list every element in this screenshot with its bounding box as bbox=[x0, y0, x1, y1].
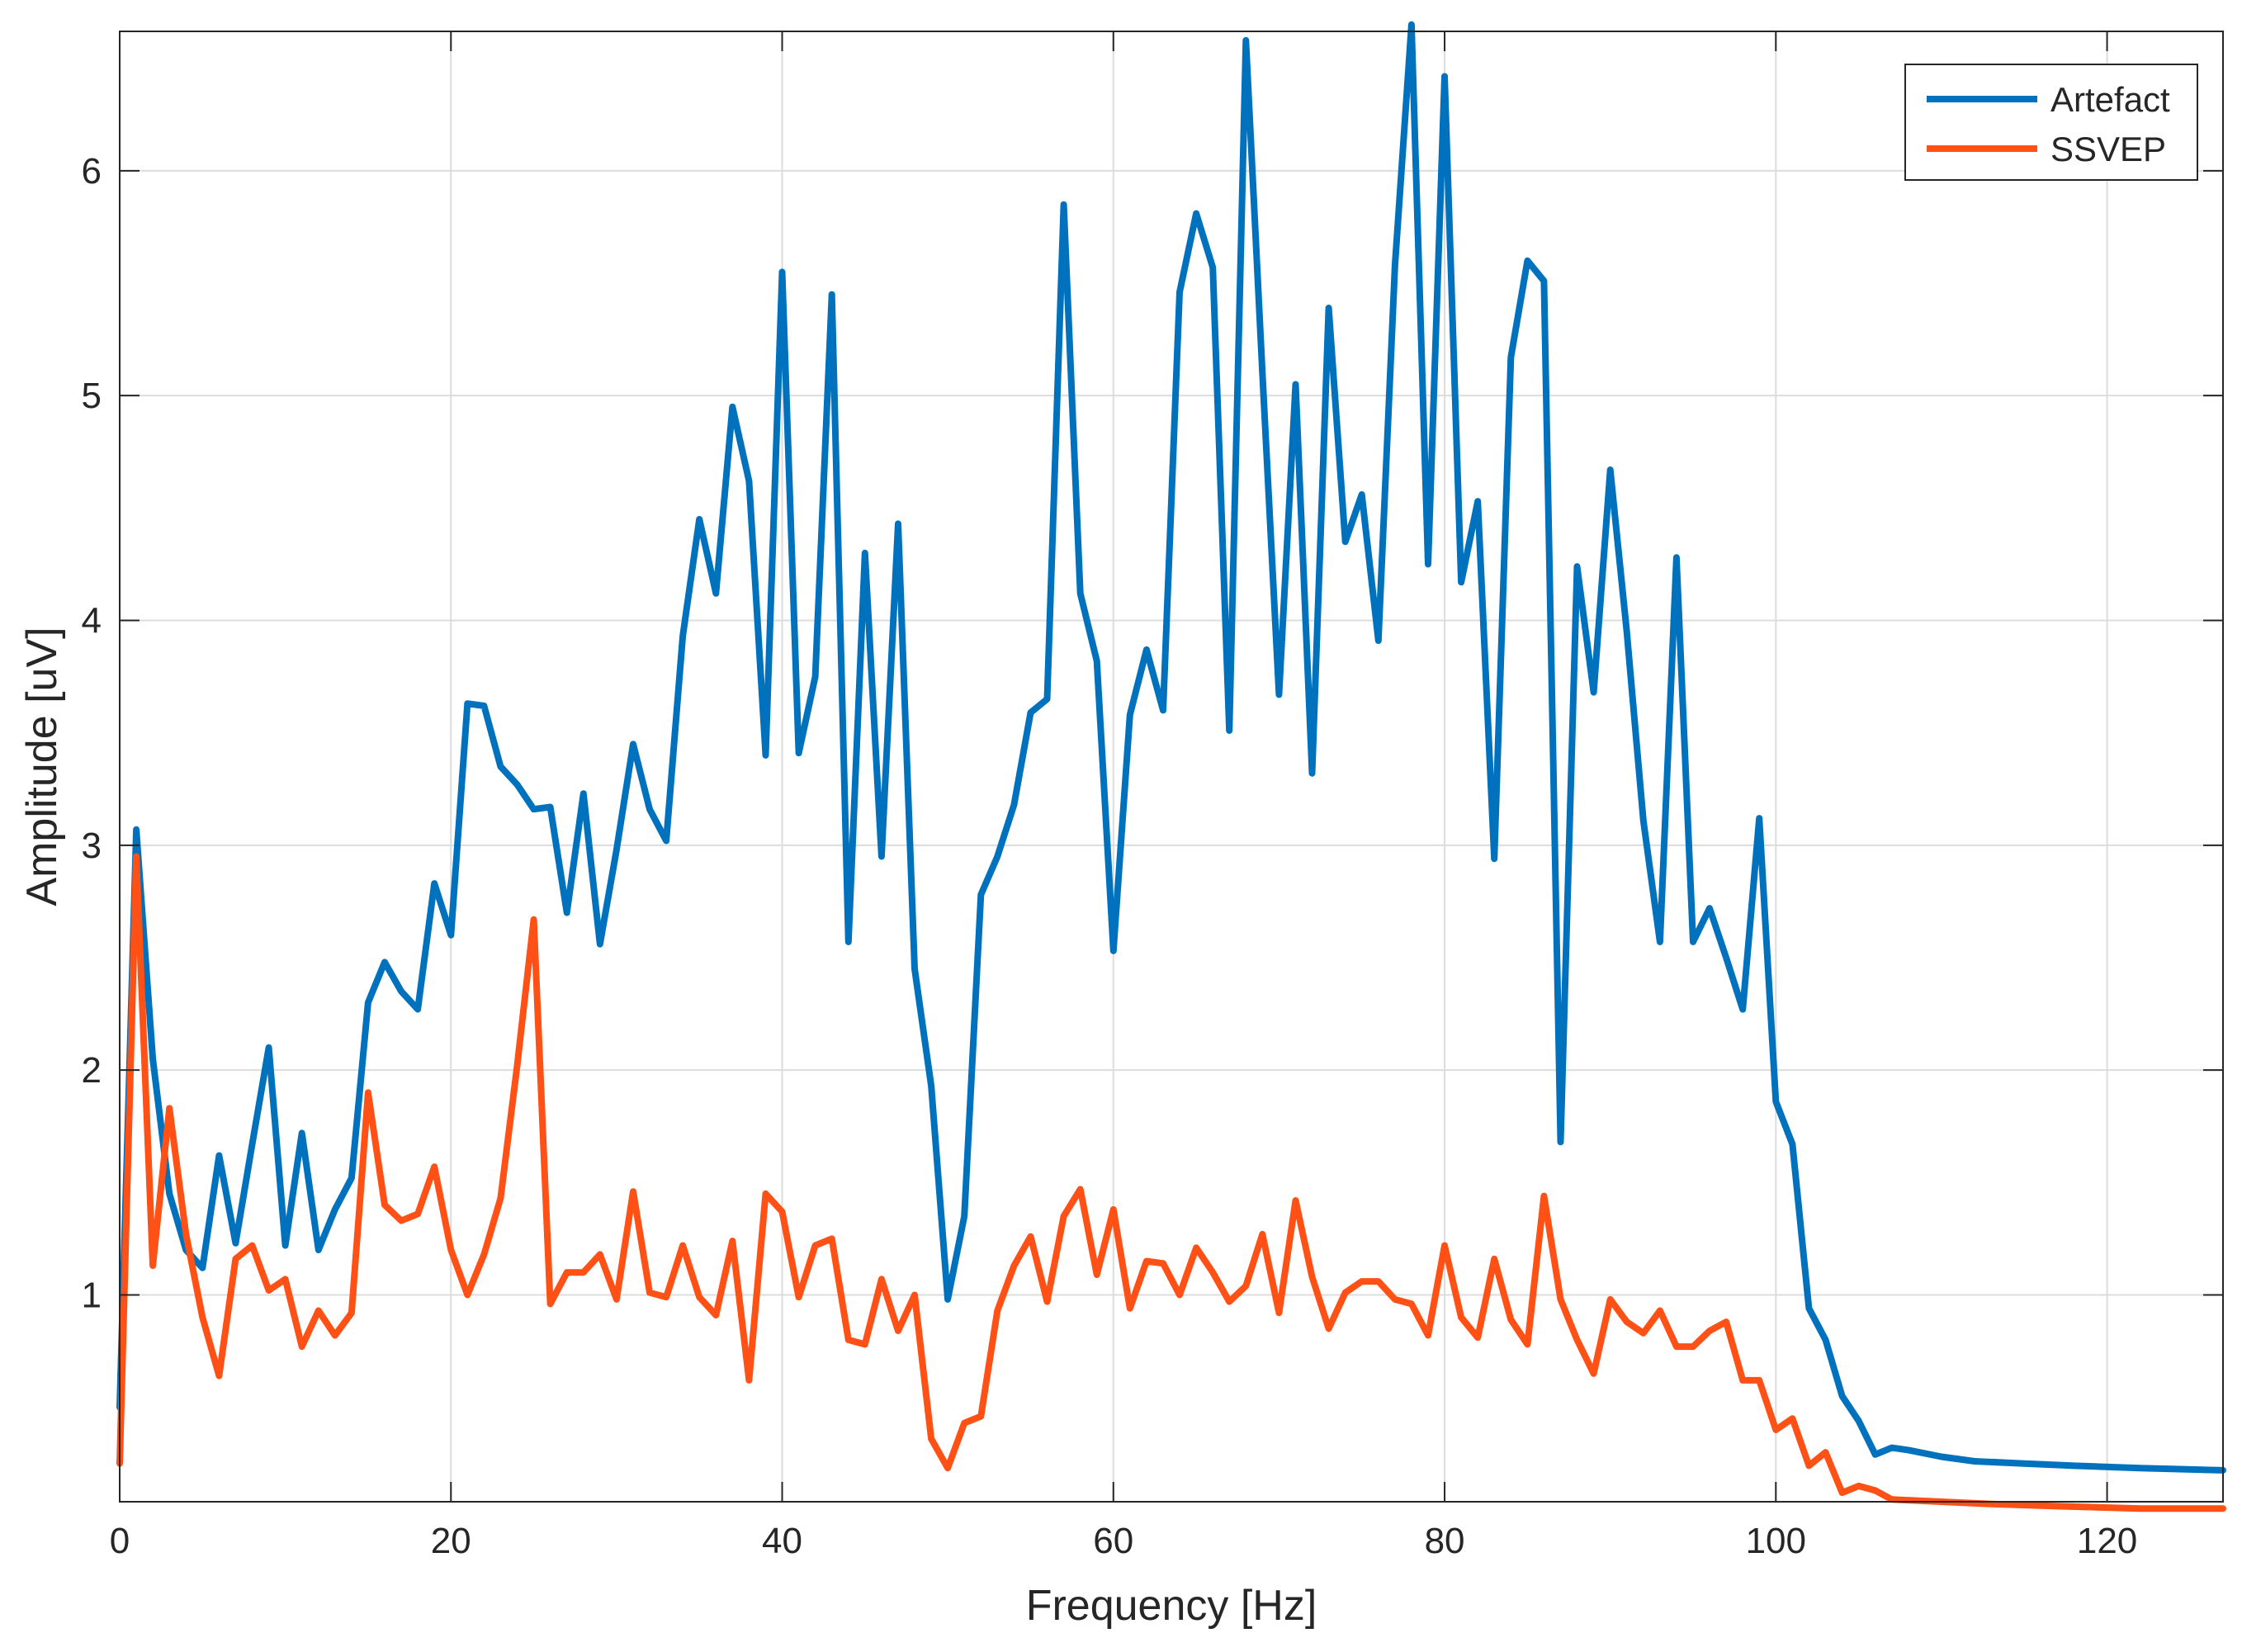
y-tick-label: 1 bbox=[82, 1275, 102, 1315]
x-tick-label: 120 bbox=[2077, 1521, 2137, 1561]
y-axis-label: Amplitude [uV] bbox=[18, 627, 66, 906]
grid-lines bbox=[120, 31, 2223, 1502]
y-tick-label: 2 bbox=[82, 1050, 102, 1091]
legend-label-ssvep: SSVEP bbox=[2050, 130, 2166, 168]
x-tick-label: 100 bbox=[1746, 1521, 1806, 1561]
y-tick-label: 6 bbox=[82, 151, 102, 192]
legend-box bbox=[1904, 64, 2198, 181]
x-tick-label: 0 bbox=[110, 1521, 130, 1561]
x-tick-label: 20 bbox=[431, 1521, 471, 1561]
series-line-artefact bbox=[116, 21, 2226, 1474]
y-tick-label: 3 bbox=[82, 826, 102, 866]
x-tick-label: 40 bbox=[762, 1521, 802, 1561]
series-line-ssvep bbox=[116, 853, 2226, 1512]
plot-area bbox=[120, 31, 2223, 1502]
x-tick-label: 80 bbox=[1425, 1521, 1465, 1561]
y-tick-label: 5 bbox=[82, 376, 102, 416]
legend: Artefact SSVEP bbox=[1904, 64, 2198, 181]
legend-label-artefact: Artefact bbox=[2050, 80, 2170, 119]
series-layer bbox=[116, 21, 2226, 1512]
x-tick-label: 60 bbox=[1093, 1521, 1133, 1561]
x-axis-label: Frequency [Hz] bbox=[1026, 1582, 1317, 1630]
axes-frame bbox=[119, 31, 2224, 1503]
y-tick-label: 4 bbox=[82, 600, 102, 641]
axis-ticks: 0 20 40 60 80 100 120 1 2 3 4 5 6 bbox=[82, 31, 2223, 1561]
